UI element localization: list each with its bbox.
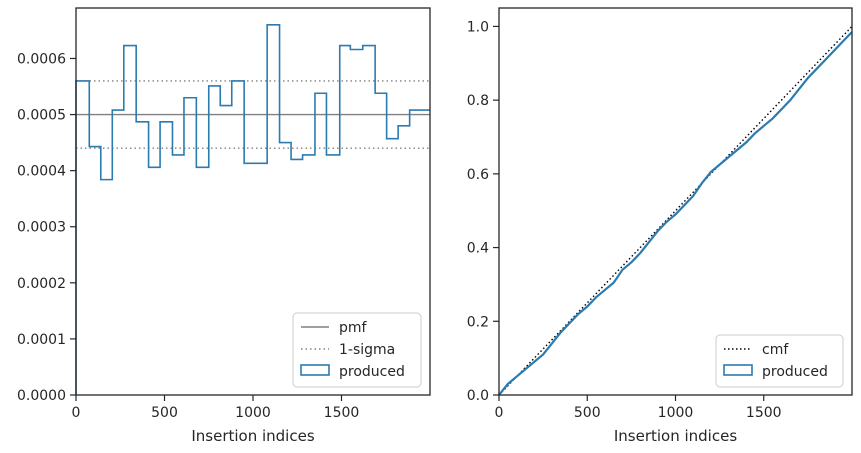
y-tick-label: 0.4: [467, 241, 489, 257]
y-tick-label: 0.0003: [17, 220, 66, 236]
histogram-chart: 0 500 1000 1500 0.00000.00010.00020.00030.0…: [17, 7, 431, 445]
legend-produced-label: produced: [762, 364, 828, 380]
y-tick-label: 1.0: [467, 19, 489, 35]
legend-produced-swatch: [723, 364, 753, 376]
legend-pmf-label: pmf: [339, 320, 368, 336]
legend-box: [292, 312, 422, 388]
legend-produced-label: produced: [339, 364, 405, 380]
x-tick-label: 1000: [235, 405, 271, 421]
x-axis-label: Insertion indices: [191, 427, 314, 445]
y-tick-label: 0.0002: [17, 276, 66, 292]
y-tick-label: 0.6: [467, 167, 489, 183]
x-tick-label: 0: [72, 405, 81, 421]
y-tick-label: 0.0005: [17, 108, 66, 124]
y-ticks: 0.0 0.2 0.4 0.6 0.8 1.0: [467, 19, 499, 404]
y-tick-label: 0.8: [467, 93, 489, 109]
legend-produced-swatch: [300, 364, 330, 376]
y-tick-label: 0.0006: [17, 51, 66, 67]
y-tick-label: 0.0: [467, 388, 489, 404]
legend-cmf-label: cmf: [762, 342, 789, 358]
y-tick-label: 0.0004: [17, 164, 66, 180]
x-tick-label: 1000: [658, 405, 694, 421]
x-tick-label: 1500: [746, 405, 782, 421]
x-tick-label: 1500: [324, 405, 360, 421]
x-tick-label: 500: [574, 405, 601, 421]
x-axis-label: Insertion indices: [614, 427, 737, 445]
x-ticks: 0 500 1000 1500: [495, 395, 782, 421]
produced-histogram-step: [75, 24, 430, 395]
x-tick-label: 0: [495, 405, 504, 421]
y-ticks: 0.0000 0.0001 0.0002 0.0003 0.0004 0.0005 0.00…: [17, 51, 76, 404]
reference-lines: [76, 80, 430, 149]
y-tick-label: 0.2: [467, 314, 489, 330]
cumulative-chart: 0 500 1000 1500 0.0 0.2 0.4 0.6 0.8 1.0 Insertio…: [467, 7, 853, 445]
legend-box: [715, 334, 844, 388]
legend-sigma-label: 1-sigma: [339, 342, 395, 358]
legend: cmf produced: [715, 334, 844, 388]
legend: pmf 1-sigma produced: [292, 312, 422, 388]
cmf-line: [498, 25, 853, 396]
produced-cumulative-line: [498, 31, 853, 396]
y-tick-label: 0.0001: [17, 332, 66, 348]
y-tick-label: 0.0000: [17, 388, 66, 404]
x-tick-label: 500: [151, 405, 178, 421]
x-ticks: 0 500 1000 1500: [72, 395, 360, 421]
